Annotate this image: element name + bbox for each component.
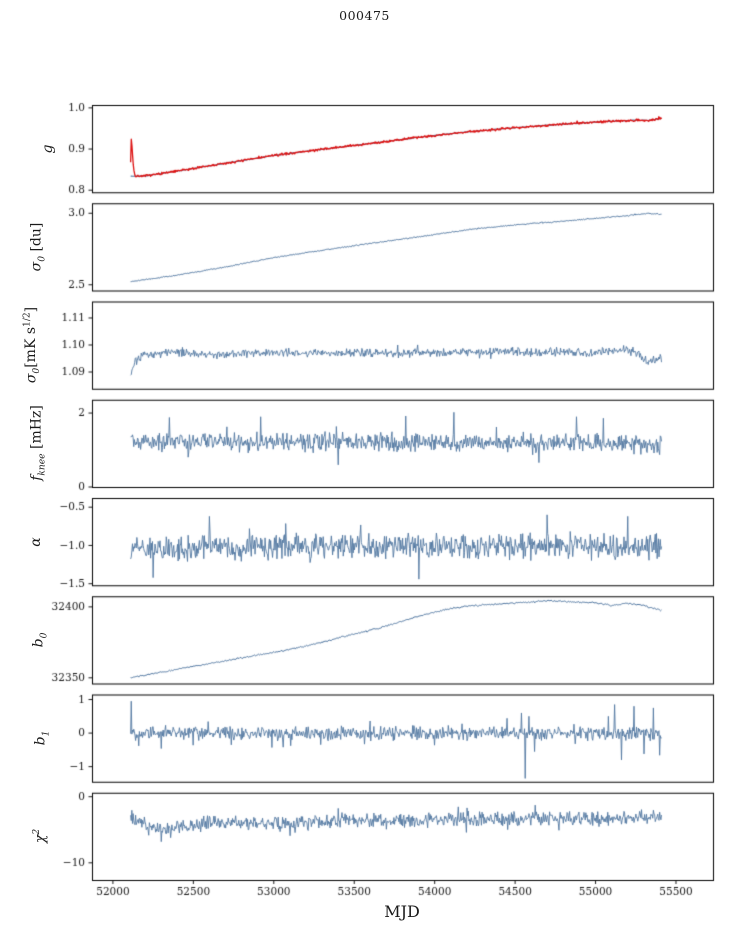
x-axis-label: MJD (384, 902, 420, 921)
figure-title: 000475 (339, 8, 390, 23)
